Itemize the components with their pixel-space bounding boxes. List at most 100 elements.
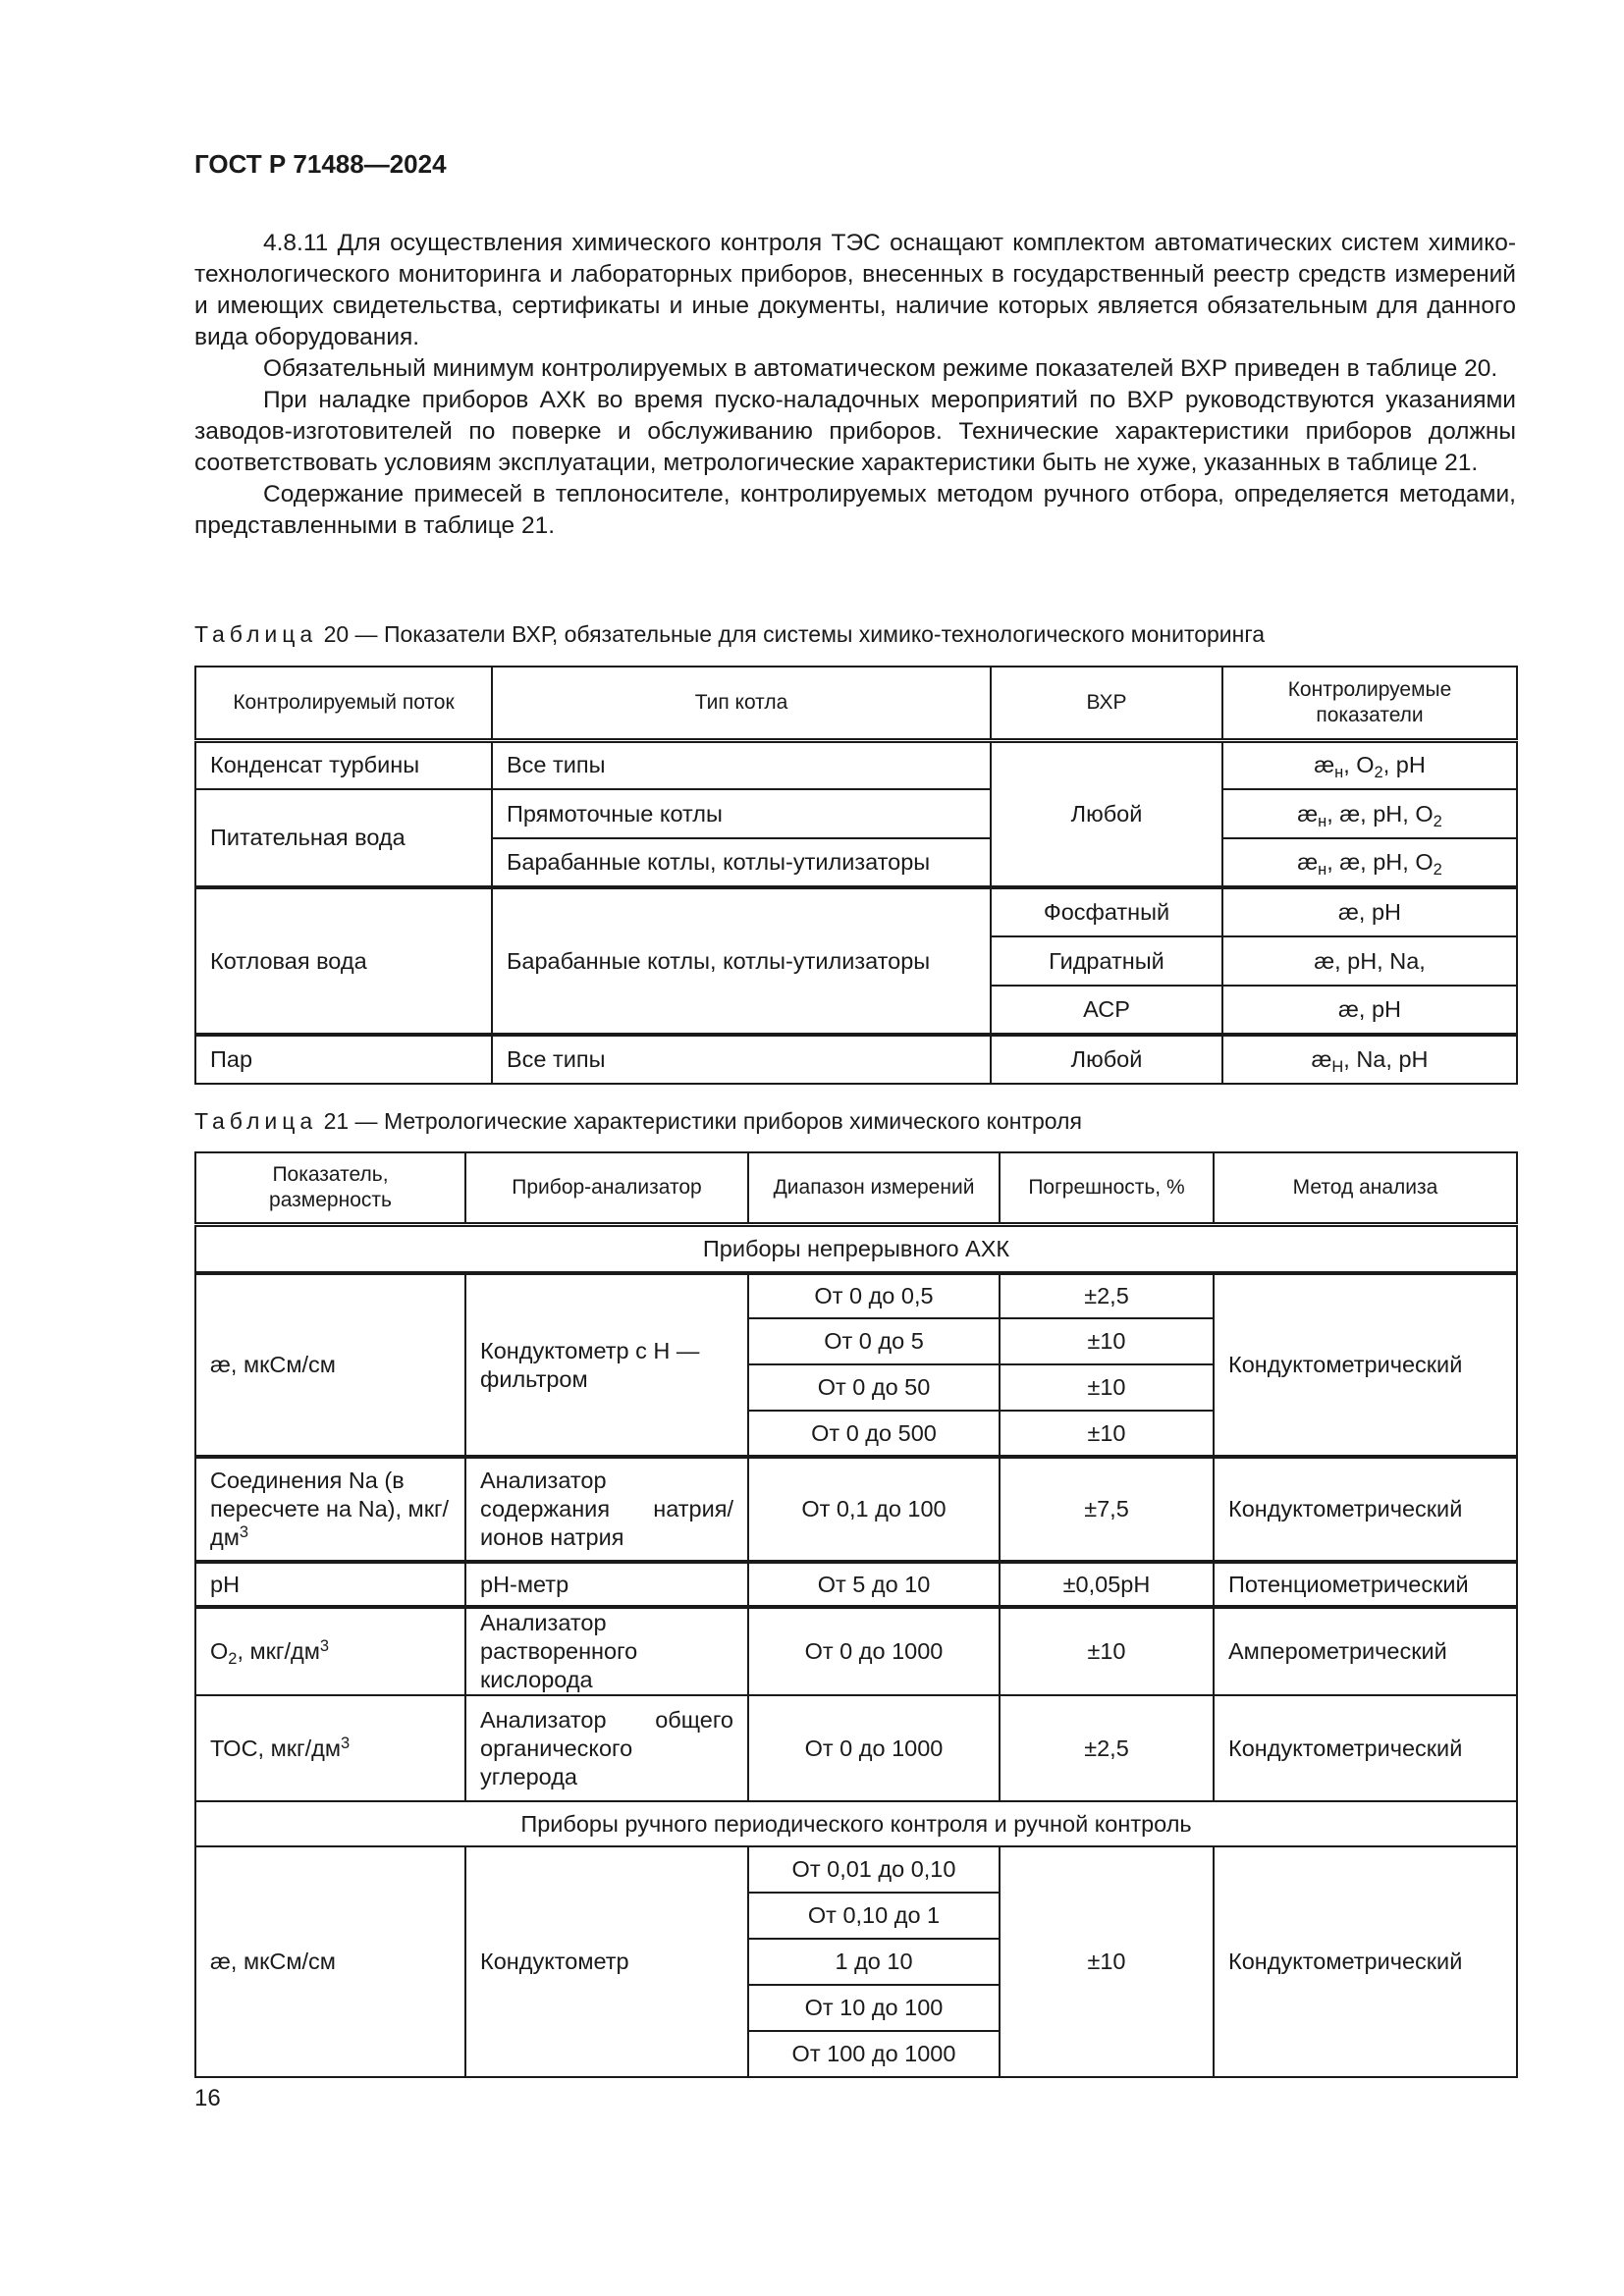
table-row: От 100 до 1000 [195, 2030, 1517, 2078]
cell: ТОС, мкг/дм3 [194, 1694, 466, 1802]
document-header: ГОСТ Р 71488—2024 [194, 149, 447, 179]
cell: Фосфатный [990, 885, 1223, 937]
cell: От 0 до 500 [747, 1410, 1001, 1458]
cell: От 0 до 0,5 [747, 1271, 1001, 1319]
cell: Кондуктометрический [1213, 1694, 1518, 1802]
cell: Прямоточные котлы [491, 788, 992, 839]
cell: Кондуктометрический [1213, 1845, 1518, 2078]
cell: От 0,10 до 1 [747, 1892, 1001, 1940]
cell: От 0 до 1000 [747, 1694, 1001, 1802]
paragraph: 4.8.11 Для осуществления химического кон… [194, 230, 1516, 350]
cell: АСР [990, 985, 1223, 1036]
cell: æн, æ, pH, O2 [1221, 788, 1518, 839]
header-cell: Контролируемые показатели [1221, 666, 1518, 743]
cell: От 0,01 до 0,10 [747, 1845, 1001, 1894]
header-cell: ВХР [990, 666, 1223, 743]
cell: ±0,05pH [999, 1560, 1215, 1608]
cell: Кондуктометрический [1213, 1455, 1518, 1563]
table-header-row: Контролируемый поток Тип котла ВХР Контр… [194, 666, 1518, 743]
cell: ±10 [999, 1605, 1215, 1696]
cell: Анализатор общего органического углерода [464, 1694, 749, 1802]
paragraph: Обязательный минимум контролируемых в ав… [263, 355, 1498, 382]
cell: Гидратный [990, 935, 1223, 987]
cell: Барабанные котлы, котлы-утилизаторы [491, 837, 992, 888]
cell: Любой [990, 739, 1223, 888]
cell: ±7,5 [999, 1455, 1215, 1563]
cell: Кондуктометр с Н — фильтром [464, 1271, 749, 1458]
table-20: Контролируемый поток Тип котла ВХР Контр… [194, 666, 1518, 1085]
table-21: Показатель, размерность Прибор-анализато… [194, 1151, 1518, 2078]
cell: Пар [194, 1033, 493, 1085]
cell: ±10 [999, 1845, 1215, 2078]
page-number: 16 [194, 2085, 221, 2111]
cell: æ, pH, Na, [1221, 935, 1518, 987]
cell: æ, pH [1221, 885, 1518, 937]
cell: От 0,1 до 100 [747, 1455, 1001, 1563]
paragraph: Содержание примесей в теплоносителе, кон… [194, 481, 1516, 539]
table-row: 1 до 10 [195, 1938, 1517, 1986]
table-row: Барабанные котлы, котлы-утилизаторы æн, … [195, 837, 1518, 888]
table-header-row: Показатель, размерность Прибор-анализато… [194, 1151, 1518, 1227]
section-row: Приборы ручного периодического контроля … [194, 1800, 1518, 1847]
cell: Барабанные котлы, котлы-утилизаторы [491, 885, 992, 1036]
section-title: Приборы непрерывного АХК [194, 1223, 1518, 1274]
table-row: От 10 до 100 [195, 1984, 1517, 2032]
cell: ±10 [999, 1410, 1215, 1458]
cell: Анализатор содержания натрия/ионов натри… [464, 1455, 749, 1563]
cell: Кондуктометрический [1213, 1271, 1518, 1458]
cell: ±10 [999, 1363, 1215, 1412]
header-cell: Метод анализа [1213, 1151, 1518, 1227]
cell: Кондуктометр [464, 1845, 749, 2078]
table-row: æ, мкСм/см Кондуктометр с Н — фильтром О… [194, 1271, 1518, 1458]
cell: O2, мкг/дм3 [194, 1605, 466, 1696]
cell: æ, pH [1221, 985, 1518, 1036]
section-title: Приборы ручного периодического контроля … [194, 1800, 1518, 1847]
table-row: От 0 до 500 ±10 [195, 1410, 1517, 1458]
header-cell: Показатель, размерность [194, 1151, 466, 1227]
table-row: От 0 до 5 ±10 [195, 1317, 1517, 1365]
header-cell: Диапазон измерений [747, 1151, 1001, 1227]
table-row: Котловая вода Барабанные котлы, котлы-ут… [194, 885, 1518, 1036]
cell: Конденсат турбины [194, 739, 493, 790]
table-row: ТОС, мкг/дм3 Анализатор общего органичес… [194, 1694, 1518, 1802]
table-row: Соединения Na (в пересчете на Na), мкг/д… [194, 1455, 1518, 1563]
table-row: pH pH-метр От 5 до 10 ±0,05pH Потенциоме… [194, 1560, 1518, 1608]
table-row: Конденсат турбины Все типы Любой æн, O2,… [194, 739, 1518, 888]
cell: Любой [990, 1033, 1223, 1085]
cell: Амперометрический [1213, 1605, 1518, 1696]
table-row: АСР æ, pH [195, 985, 1518, 1036]
header-cell: Погрешность, % [999, 1151, 1215, 1227]
cell: От 0 до 50 [747, 1363, 1001, 1412]
table-row: Пар Все типы Любой æH, Na, pH [194, 1033, 1518, 1085]
cell: Соединения Na (в пересчете на Na), мкг/д… [194, 1455, 466, 1563]
cell: От 100 до 1000 [747, 2030, 1001, 2078]
table-row: O2, мкг/дм3 Анализатор растворенного кис… [194, 1605, 1518, 1696]
cell: æH, Na, pH [1221, 1033, 1518, 1085]
cell: ±2,5 [999, 1271, 1215, 1319]
table-row: От 0,10 до 1 [195, 1892, 1517, 1940]
cell: æ, мкСм/см [194, 1271, 466, 1458]
caption-label: Таблица [194, 621, 318, 647]
table21-caption: Таблица 21 — Метрологические характерист… [194, 1108, 1082, 1135]
table-row: Гидратный æ, pH, Na, [195, 935, 1518, 987]
cell: æ, мкСм/см [194, 1845, 466, 2078]
paragraph: При наладке приборов АХК во время пуско-… [194, 387, 1516, 476]
caption-text: 21 — Метрологические характеристики приб… [317, 1108, 1082, 1134]
cell: ±2,5 [999, 1694, 1215, 1802]
cell: Питательная вода [194, 788, 493, 888]
cell: От 10 до 100 [747, 1984, 1001, 2032]
cell: Анализатор растворенного кислорода [464, 1605, 749, 1696]
cell: æн, O2, pH [1221, 739, 1518, 790]
cell: pH [194, 1560, 466, 1608]
caption-label: Таблица [194, 1108, 318, 1134]
cell: От 5 до 10 [747, 1560, 1001, 1608]
cell: От 0 до 5 [747, 1317, 1001, 1365]
body-text: 4.8.11 Для осуществления химического кон… [194, 228, 1516, 542]
cell: От 0 до 1000 [747, 1605, 1001, 1696]
table20-caption: Таблица 20 — Показатели ВХР, обязательны… [194, 621, 1265, 648]
caption-text: 20 — Показатели ВХР, обязательные для си… [317, 621, 1266, 647]
cell: 1 до 10 [747, 1938, 1001, 1986]
section-row: Приборы непрерывного АХК [194, 1223, 1518, 1274]
cell: ±10 [999, 1317, 1215, 1365]
header-cell: Тип котла [491, 666, 992, 743]
